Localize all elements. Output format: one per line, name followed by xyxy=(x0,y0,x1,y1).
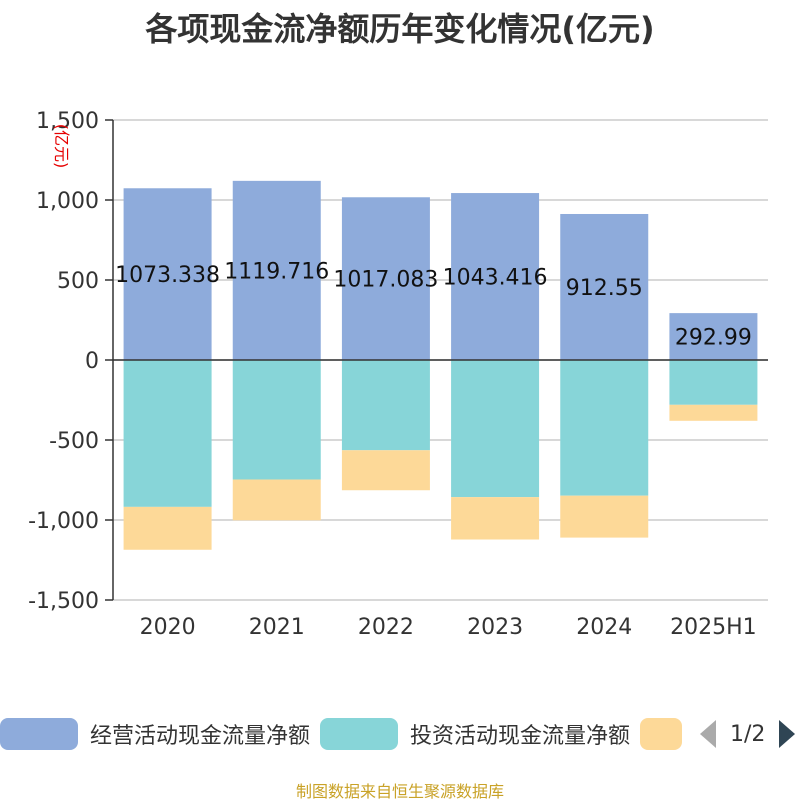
legend-item-operating[interactable]: 经营活动现金流量净额 xyxy=(0,716,310,752)
x-tick-label: 2023 xyxy=(467,615,523,640)
bar-value-label: 912.55 xyxy=(566,276,643,301)
y-tick-label: 1,500 xyxy=(36,109,99,134)
bar-2025H1-series-2[interactable] xyxy=(669,404,758,421)
bar-value-label: 1119.716 xyxy=(224,259,329,284)
source-note: 制图数据来自恒生聚源数据库 xyxy=(295,782,504,801)
axes: 1,500 1,000 500 0 -500 -1,000 -1,500 (亿元) 2020 20… xyxy=(28,109,768,640)
y-tick-label: 1,000 xyxy=(36,189,99,214)
bar-2023-series-2[interactable] xyxy=(451,497,540,540)
legend-swatch-investing xyxy=(320,718,398,750)
bar-2024-series-1[interactable] xyxy=(560,360,649,496)
legend: 经营活动现金流量净额 投资活动现金流量净额 1/2 xyxy=(0,716,800,756)
legend-swatch-operating xyxy=(0,718,78,750)
y-tick-label: -1,000 xyxy=(28,509,99,534)
y-axis-unit-label: (亿元) xyxy=(52,124,71,169)
bar-value-label: 1017.083 xyxy=(333,268,438,293)
bar-2020-series-1[interactable] xyxy=(123,360,212,507)
x-tick-label: 2024 xyxy=(576,615,632,640)
bar-2025H1-series-0[interactable] xyxy=(669,313,758,360)
data-labels: 1073.338 1119.716 1017.083 1043.416 912.55 29… xyxy=(115,259,752,350)
chart-title: 各项现金流净额历年变化情况(亿元) xyxy=(145,10,655,48)
bar-2021-series-1[interactable] xyxy=(232,360,321,480)
legend-item-financing[interactable] xyxy=(640,716,682,752)
y-tick-label: -500 xyxy=(49,429,99,454)
bar-value-label: 1043.416 xyxy=(443,266,548,291)
legend-label-operating: 经营活动现金流量净额 xyxy=(90,724,311,749)
bar-2025H1-series-1[interactable] xyxy=(669,360,758,405)
bar-2023-series-1[interactable] xyxy=(451,360,540,498)
bar-2022-series-2[interactable] xyxy=(341,450,430,491)
pager-page-text: 1/2 xyxy=(730,721,766,747)
y-tick-label: 500 xyxy=(57,269,99,294)
bar-value-label: 292.99 xyxy=(675,326,752,351)
bar-2020-series-0[interactable] xyxy=(123,188,212,360)
legend-item-investing[interactable]: 投资活动现金流量净额 xyxy=(320,716,630,752)
bar-2024-series-0[interactable] xyxy=(560,213,649,360)
legend-label-investing: 投资活动现金流量净额 xyxy=(410,724,631,749)
bars xyxy=(123,180,758,550)
x-tick-label: 2020 xyxy=(140,615,196,640)
legend-pager: 1/2 xyxy=(700,716,796,752)
bar-2023-series-0[interactable] xyxy=(451,193,540,360)
x-tick-label: 2022 xyxy=(358,615,414,640)
bar-2021-series-2[interactable] xyxy=(232,479,321,521)
x-tick-label: 2021 xyxy=(249,615,305,640)
bar-2024-series-2[interactable] xyxy=(560,495,649,538)
y-tick-label: 0 xyxy=(85,349,99,374)
y-tick-label: -1,500 xyxy=(28,589,99,614)
bar-value-label: 1073.338 xyxy=(115,263,220,288)
pager-prev-icon[interactable] xyxy=(700,720,716,748)
bar-2020-series-2[interactable] xyxy=(123,506,212,550)
bar-2022-series-0[interactable] xyxy=(341,197,430,360)
bar-2021-series-0[interactable] xyxy=(232,180,321,360)
legend-swatch-financing xyxy=(640,718,682,750)
x-tick-label: 2025H1 xyxy=(670,615,757,640)
bar-2022-series-1[interactable] xyxy=(341,360,430,451)
pager-next-icon[interactable] xyxy=(779,720,796,748)
